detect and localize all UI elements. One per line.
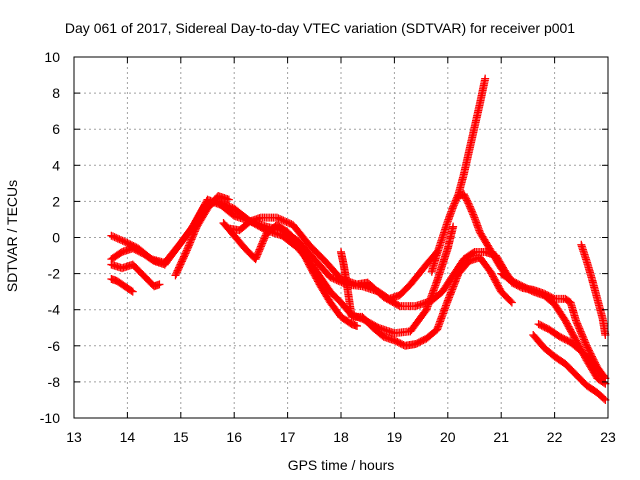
x-tick-label: 18 bbox=[333, 429, 349, 445]
data-point bbox=[506, 297, 515, 306]
y-tick-label: -2 bbox=[48, 266, 61, 282]
series-arc-8 bbox=[337, 247, 516, 350]
y-tick-label: -4 bbox=[48, 302, 61, 318]
x-tick-label: 21 bbox=[493, 429, 509, 445]
y-tick-label: -8 bbox=[48, 374, 61, 390]
y-tick-label: 0 bbox=[52, 230, 60, 246]
x-tick-label: 20 bbox=[440, 429, 456, 445]
grid-lines bbox=[74, 57, 608, 418]
y-tick-label: -6 bbox=[48, 338, 61, 354]
series-arc-12 bbox=[529, 330, 610, 404]
data-point bbox=[155, 280, 164, 289]
series-arc-13 bbox=[534, 320, 607, 381]
data-point bbox=[127, 286, 136, 295]
series-arc-9 bbox=[427, 74, 490, 276]
x-axis-label: GPS time / hours bbox=[287, 457, 395, 473]
data-point bbox=[598, 372, 607, 381]
data-point bbox=[481, 74, 490, 83]
axis-ticks: 13 14 15 16 17 18 19 20 21 22 23 -10 -8 -6 -4 -2 0 2 4 6 8 10 bbox=[40, 49, 616, 445]
data-point bbox=[507, 298, 516, 307]
data-point bbox=[597, 371, 606, 380]
data-point bbox=[449, 222, 458, 231]
series-arc-6 bbox=[219, 219, 362, 330]
series-arc-3 bbox=[107, 260, 164, 291]
y-axis-label: SDTVAR / TECUs bbox=[4, 179, 20, 293]
data-point bbox=[599, 378, 608, 387]
data-point bbox=[128, 287, 137, 296]
x-tick-label: 19 bbox=[387, 429, 403, 445]
y-tick-label: 8 bbox=[52, 85, 60, 101]
x-tick-label: 13 bbox=[66, 429, 82, 445]
y-tick-label: 10 bbox=[44, 49, 60, 65]
data-point bbox=[599, 394, 608, 403]
y-tick-label: 6 bbox=[52, 121, 60, 137]
y-tick-label: 2 bbox=[52, 193, 60, 209]
x-tick-label: 22 bbox=[547, 429, 563, 445]
series-arc-14 bbox=[577, 240, 610, 339]
chart-title: Day 061 of 2017, Sidereal Day-to-day VTE… bbox=[64, 20, 576, 36]
data-point bbox=[224, 195, 233, 204]
x-tick-label: 23 bbox=[600, 429, 616, 445]
x-tick-label: 15 bbox=[173, 429, 189, 445]
data-point bbox=[353, 321, 362, 330]
y-tick-label: -10 bbox=[40, 410, 60, 426]
data-points bbox=[107, 74, 610, 404]
x-tick-label: 16 bbox=[226, 429, 242, 445]
x-tick-label: 17 bbox=[280, 429, 296, 445]
y-tick-label: 4 bbox=[52, 157, 60, 173]
series-arc-4 bbox=[107, 275, 137, 296]
x-tick-label: 14 bbox=[120, 429, 136, 445]
series-arc-5 bbox=[171, 191, 233, 280]
